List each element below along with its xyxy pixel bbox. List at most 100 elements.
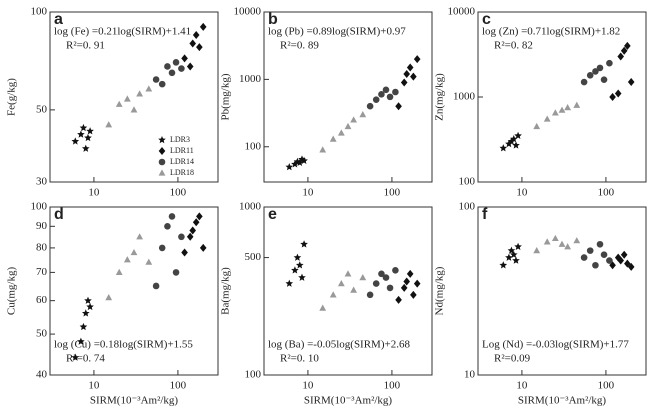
y-tick-label: 70 <box>36 266 48 278</box>
point <box>558 106 566 113</box>
point <box>186 232 194 241</box>
point <box>189 39 197 48</box>
y-axis-label: Fe(g/kg) <box>6 78 18 116</box>
x-axis-label: SIRM(10⁻³Am²/kg) <box>90 395 179 407</box>
point <box>413 55 421 64</box>
point <box>512 256 520 264</box>
point <box>606 257 613 264</box>
panel-label: b <box>268 11 278 28</box>
point <box>543 115 551 122</box>
y-tick-label: 100 <box>459 201 476 213</box>
point <box>196 212 203 221</box>
point <box>300 156 308 164</box>
x-axis-label: SIRM(10⁻³Am²/kg) <box>304 395 393 407</box>
y-tick-label: 1000 <box>453 91 476 103</box>
plot-frame <box>263 11 433 183</box>
point <box>573 237 581 244</box>
point <box>344 270 352 277</box>
x-tick-label: 100 <box>598 380 615 392</box>
y-axis-label: Ba(mg/kg) <box>220 267 232 315</box>
point <box>514 242 522 250</box>
x-tick-label: 10 <box>302 187 314 199</box>
point <box>181 248 188 257</box>
point <box>123 256 131 263</box>
y-tick-label: 10000 <box>448 6 476 18</box>
point <box>77 337 85 345</box>
annotation: log (Fe) =0.21log(SIRM)+1.41 <box>54 26 191 38</box>
y-tick-label: 100 <box>31 6 48 18</box>
annotation: R²=0. 91 <box>66 40 105 52</box>
x-tick-label: 10 <box>88 380 100 392</box>
point <box>329 135 337 142</box>
point <box>81 144 90 152</box>
annotation: log (Zn) =0.71log(SIRM)+1.82 <box>482 26 620 38</box>
plot-frame <box>49 11 219 183</box>
point <box>329 291 337 298</box>
panel-label: a <box>54 11 63 28</box>
point <box>509 135 518 143</box>
y-tick-label: 500 <box>245 251 262 263</box>
point <box>199 22 207 31</box>
point <box>86 127 94 135</box>
x-tick-label: 100 <box>598 187 615 199</box>
point <box>386 284 394 292</box>
point <box>84 296 92 304</box>
point <box>624 41 631 50</box>
y-tick-label: 60 <box>36 294 48 306</box>
point <box>609 93 616 101</box>
y-tick-label: 40 <box>36 369 48 381</box>
point <box>614 89 622 98</box>
point <box>145 85 153 92</box>
point <box>181 54 188 63</box>
point <box>533 122 541 130</box>
y-axis-label: Nd(mg/kg) <box>434 266 446 315</box>
point <box>77 130 85 138</box>
point <box>533 247 541 254</box>
y-tick-label: 100 <box>245 140 262 152</box>
point <box>152 76 160 83</box>
y-tick-label: 50 <box>36 103 48 115</box>
point <box>403 70 411 79</box>
point <box>105 294 113 301</box>
point <box>551 109 559 116</box>
y-tick-label: 100 <box>31 201 48 213</box>
point <box>366 102 374 110</box>
point <box>105 121 113 128</box>
x-axis-label: SIRM(10⁻³Am²/kg) <box>518 395 607 407</box>
point <box>392 266 399 274</box>
point <box>378 270 385 278</box>
legend-marker <box>158 147 166 155</box>
point <box>600 251 608 259</box>
point <box>617 52 625 61</box>
point <box>285 279 294 287</box>
annotation: log (Pb) =0.89log(SIRM)+0.97 <box>268 26 406 38</box>
point <box>592 261 599 269</box>
point <box>199 243 207 252</box>
y-tick-label: 10 <box>464 369 476 381</box>
point <box>392 88 399 96</box>
point <box>378 91 385 98</box>
point <box>172 59 180 66</box>
legend-label: LDR14 <box>170 157 194 166</box>
annotation: R²=0. 10 <box>280 353 319 365</box>
plot-frame <box>263 206 433 376</box>
y-tick-label: 80 <box>36 241 48 253</box>
point <box>189 226 197 235</box>
x-tick-label: 10 <box>88 187 100 199</box>
point <box>627 78 635 87</box>
point <box>558 240 566 247</box>
y-tick-label: 10000 <box>234 6 262 18</box>
y-tick-label: 90 <box>36 220 48 232</box>
point <box>86 302 94 311</box>
point <box>178 233 185 241</box>
point <box>410 290 417 299</box>
point <box>543 238 551 245</box>
annotation: R²=0. 74 <box>66 353 105 365</box>
y-axis-label: Pb(mg/kg) <box>220 73 232 120</box>
point <box>410 72 417 81</box>
point <box>337 129 345 136</box>
point <box>79 322 88 331</box>
legend-marker <box>158 136 166 144</box>
annotation: log (Ba) =-0.05log(SIRM)+2.68 <box>268 339 410 351</box>
point <box>620 250 628 259</box>
